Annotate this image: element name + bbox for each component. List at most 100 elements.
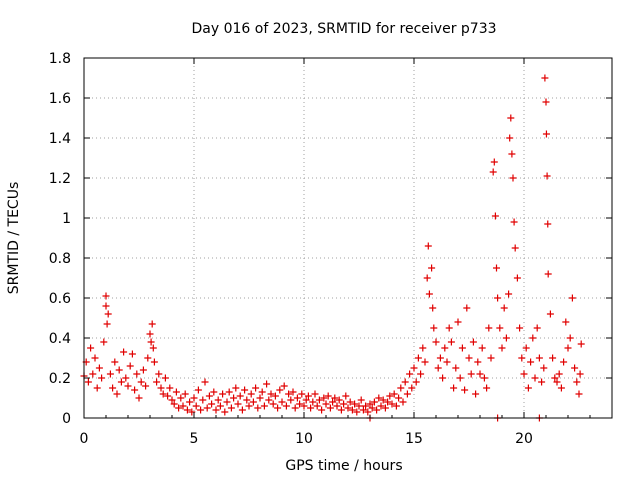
data-point — [535, 354, 543, 362]
y-axis-label: SRMTID / TECUs — [6, 182, 22, 295]
data-point — [562, 318, 570, 326]
data-point — [493, 264, 500, 272]
data-point — [164, 392, 172, 400]
data-point — [423, 274, 431, 282]
data-point — [219, 390, 227, 398]
data-point — [214, 396, 222, 404]
data-point — [529, 334, 537, 342]
data-point — [348, 406, 356, 414]
data-point — [487, 354, 495, 362]
data-point — [122, 374, 130, 382]
data-point — [166, 384, 174, 392]
data-point — [159, 390, 167, 398]
data-point — [491, 212, 499, 220]
data-point — [315, 396, 323, 404]
data-point — [117, 378, 125, 386]
y-tick-label: 0.8 — [49, 251, 71, 267]
data-point — [256, 394, 264, 402]
data-point — [342, 392, 350, 400]
data-point — [126, 362, 134, 370]
data-point — [575, 390, 583, 398]
data-point — [555, 370, 563, 378]
y-tick-label: 1.2 — [49, 171, 71, 187]
data-point — [212, 406, 220, 414]
data-point — [458, 344, 466, 352]
data-point — [155, 370, 163, 378]
data-point — [381, 404, 389, 412]
data-point — [102, 292, 110, 300]
data-point — [447, 338, 455, 346]
data-point — [410, 364, 418, 372]
data-point — [216, 402, 224, 410]
data-point — [208, 400, 216, 408]
data-point — [390, 390, 398, 398]
data-point — [428, 264, 436, 272]
data-point — [197, 406, 205, 414]
data-point — [192, 402, 200, 410]
data-point — [115, 366, 123, 374]
data-point — [541, 74, 549, 82]
data-point — [183, 406, 191, 414]
data-point — [98, 374, 106, 382]
data-point — [203, 404, 211, 412]
data-point — [135, 394, 143, 402]
data-point — [373, 406, 381, 414]
y-tick-label: 0 — [62, 411, 71, 427]
data-point — [331, 394, 339, 402]
data-point — [412, 378, 420, 386]
data-point — [128, 350, 136, 358]
data-point — [392, 402, 400, 410]
data-point — [230, 394, 238, 402]
data-point — [225, 388, 233, 396]
data-point — [445, 324, 453, 332]
data-point — [326, 404, 334, 412]
data-point — [353, 408, 361, 416]
data-point — [408, 384, 416, 392]
data-point — [472, 390, 480, 398]
data-point — [139, 366, 147, 374]
data-point — [452, 364, 460, 372]
data-point — [241, 386, 249, 394]
data-point — [401, 378, 409, 386]
data-point — [557, 384, 565, 392]
data-point — [324, 392, 332, 400]
data-point — [436, 354, 444, 362]
data-point — [181, 390, 189, 398]
data-point — [106, 370, 114, 378]
data-point — [190, 394, 198, 402]
data-point — [538, 378, 546, 386]
data-point — [399, 398, 407, 406]
data-point — [258, 388, 266, 396]
data-points — [80, 74, 585, 422]
data-point — [194, 386, 202, 394]
data-point — [236, 392, 244, 400]
data-point — [480, 374, 488, 382]
data-point — [377, 402, 385, 410]
data-point — [84, 378, 92, 386]
data-point — [511, 244, 519, 252]
data-point — [298, 390, 306, 398]
data-point — [300, 402, 308, 410]
data-point — [304, 392, 312, 400]
data-point — [513, 274, 521, 282]
data-point — [337, 406, 345, 414]
data-point — [568, 294, 576, 302]
data-point — [175, 404, 183, 412]
data-point — [309, 398, 317, 406]
data-point — [137, 378, 145, 386]
data-point — [265, 396, 273, 404]
data-point — [144, 354, 152, 362]
data-point — [102, 302, 110, 310]
plot-frame — [83, 57, 613, 419]
data-point — [388, 400, 396, 408]
data-point — [510, 218, 518, 226]
data-point — [267, 390, 275, 398]
data-point — [527, 358, 535, 366]
data-point — [351, 400, 359, 408]
data-point — [335, 396, 343, 404]
data-point — [147, 338, 155, 346]
data-point — [120, 348, 128, 356]
data-point — [533, 324, 541, 332]
data-point — [346, 398, 354, 406]
